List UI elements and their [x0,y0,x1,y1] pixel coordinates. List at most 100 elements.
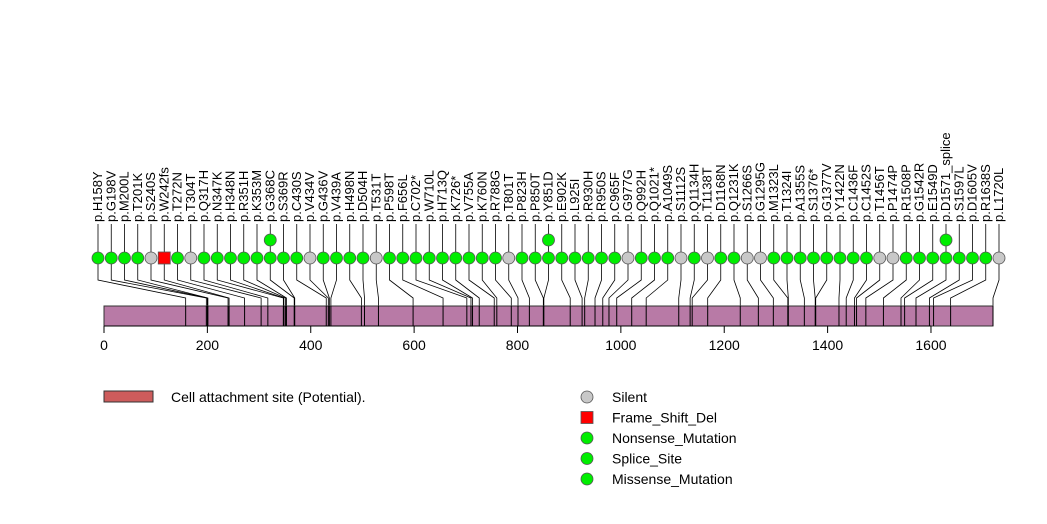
connector-line [773,258,789,306]
mutation-label: p.G436V [315,170,330,222]
connector-line [543,258,549,306]
mutation-label: p.T1324I [779,171,794,222]
connector-line [608,258,629,306]
mutation-label: p.G198V [103,170,118,222]
mutation-label: p.Q1231K [726,163,741,222]
connector-line [296,258,327,306]
missense-mutation-marker [210,251,224,265]
legend: Cell attachment site (Potential). Silent F… [103,389,737,487]
legend-circle-marker [580,431,594,445]
connector-line [707,258,722,306]
mutation-label: p.T1138T [700,167,715,222]
connector-line [309,258,329,306]
mutation-label: p.P1474P [885,165,900,222]
connector-line [203,258,269,306]
connector-line [678,258,682,306]
mutation-type-legend-label: Silent [612,389,647,405]
mutation-label: p.K726* [448,176,463,222]
legend-circle-marker [580,472,594,486]
connector-line [883,258,907,306]
connector-line [584,258,589,306]
missense-mutation-marker [687,251,701,265]
mutation-label: p.H713Q [435,170,450,222]
missense-mutation-marker [913,251,926,265]
connector-line [110,258,207,306]
mutation-label: p.T201K [130,173,145,222]
missense-mutation-marker [581,251,595,265]
mutation-label: p.R1508P [898,164,913,222]
missense-mutation-marker [515,251,529,265]
tick-label: 1400 [812,337,843,353]
nonsense-mutation-marker [409,251,423,265]
connector-line [992,258,1000,306]
mutation-label: p.Q317H [196,170,211,222]
connector-line [786,258,789,306]
legend-circle-marker [580,390,594,404]
mutation-label: p.R1638S [978,164,993,222]
mutation-label: p.H348N [223,171,238,222]
missense-mutation-marker [197,251,211,265]
missense-mutation-marker [833,251,847,265]
connector-line [689,258,695,306]
mutation-labels: p.H158Yp.G198Vp.M200Lp.T201Kp.S240Sp.W24… [90,132,1006,222]
missense-mutation-marker [661,251,675,265]
missense-mutation-marker [224,251,237,265]
mutation-label: p.A1355S [792,165,807,222]
mutation-label: p.C965F [607,172,622,222]
mutation-label: p.G977G [620,169,635,222]
mutation-label: p.V434V [302,172,317,222]
mutation-label: p.W710L [421,170,436,222]
connector-line [602,258,616,306]
mutation-label: p.M200L [117,171,132,222]
connector-line [243,258,286,306]
connector-line [616,258,642,306]
mutation-label: p.Q1134H [686,164,701,222]
mutation-type-legend-label: Nonsense_Mutation [612,430,737,446]
missense-mutation-marker [489,251,502,265]
missense-mutation-marker [422,251,436,265]
connector-line [838,258,841,306]
missense-mutation-marker [475,251,489,265]
missense-mutation-marker [91,251,105,265]
mutation-label: p.R788G [488,170,503,222]
connector-line [631,258,655,306]
mutation-label: p.D1571_splice [938,132,953,222]
mutation-label: p.T531T [368,174,383,222]
connector-line [865,258,894,306]
tick-label: 1000 [605,337,636,353]
mutation-label: p.G1377V [819,163,834,222]
connector-line [150,258,229,306]
missense-mutation-marker [555,251,569,265]
missense-mutation-marker [171,251,184,265]
connector-line [645,258,669,306]
connector-line [933,258,973,306]
mutation-label: p.Y1422N [832,164,847,222]
missense-mutation-marker [634,251,648,265]
missense-mutation-marker [926,251,940,265]
missense-mutation-marker [396,251,410,265]
mutation-label: p.L1720L [991,168,1006,222]
connector-line [256,258,287,306]
connector-line [799,258,805,306]
connector-line [746,258,759,306]
connector-line [691,258,708,306]
connector-line [163,258,230,306]
connector-line [521,258,530,306]
mutation-markers [91,233,1006,265]
mutation-label: p.T801T [501,174,516,222]
mutation-label: p.G368C [262,170,277,222]
mutation-label: p.D504H [355,171,370,222]
silent-marker [754,251,767,265]
connector-line [574,258,583,306]
nonsense-mutation-marker [648,251,661,265]
missense-mutation-marker [793,251,807,265]
connector-line [415,258,468,306]
connector-line [733,258,741,306]
mutation-label: p.R950S [594,171,609,222]
connector-line [283,258,296,306]
mutation-type-legend-label: Missense_Mutation [612,471,733,487]
missense-mutation-marker [237,251,251,265]
connector-line [468,258,495,306]
silent-marker [184,251,198,265]
